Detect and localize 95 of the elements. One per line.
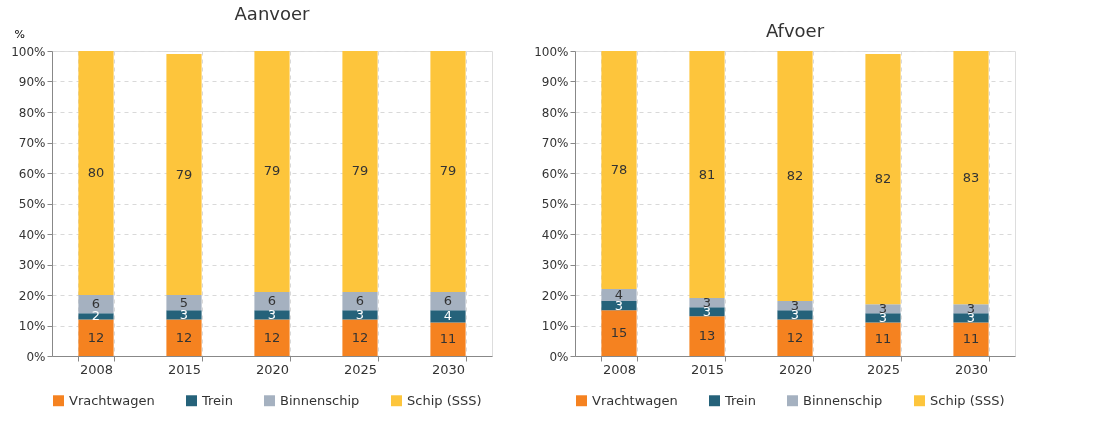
y-tick-label: 20%	[18, 288, 46, 303]
x-tick-label: 2015	[690, 361, 725, 377]
bar	[342, 291, 378, 311]
data-label: 12	[263, 329, 281, 345]
bar	[78, 313, 114, 320]
y-tick-label: 50%	[541, 197, 569, 211]
y-tick-label: 40%	[18, 227, 46, 242]
data-label: 12	[786, 329, 804, 345]
y-tick-label: 0%	[549, 349, 569, 364]
data-label: 6	[267, 293, 277, 309]
y-tick-label: 80%	[541, 105, 569, 120]
x-tick-label: 2025	[866, 361, 901, 377]
data-label: 13	[698, 328, 716, 344]
legend-label: Vrachtwagen	[69, 392, 155, 408]
legend-label: Schip (SSS)	[407, 392, 482, 408]
bar	[254, 291, 290, 311]
data-label: 11	[874, 331, 892, 347]
x-tick-label: 2020	[778, 361, 813, 377]
y-tick-label: 100%	[534, 44, 569, 59]
y-tick-label: 60%	[18, 166, 46, 181]
data-label: 80	[87, 165, 105, 180]
bar	[254, 51, 290, 292]
bar	[166, 54, 202, 295]
x-tick-label: 2008	[602, 361, 637, 377]
bar	[430, 51, 466, 292]
bar	[166, 319, 202, 356]
y-tick-label: 70%	[18, 136, 46, 150]
y-tick-label: 0%	[26, 349, 46, 364]
data-label: 79	[439, 163, 457, 179]
bar	[78, 319, 114, 356]
y-axis-title: %	[14, 27, 25, 41]
bar	[254, 319, 290, 356]
data-label: 11	[962, 331, 980, 347]
data-label: 3	[355, 306, 365, 322]
x-tick-label: 2025	[343, 361, 378, 377]
bar	[953, 51, 989, 305]
y-tick-label: 50%	[18, 197, 46, 211]
chart-title: Afvoer	[765, 20, 825, 41]
bar	[430, 322, 466, 356]
y-tick-label: 90%	[541, 75, 569, 89]
legend-label: Binnenschip	[803, 392, 883, 408]
bar	[342, 51, 378, 292]
data-label: 82	[786, 168, 804, 184]
x-tick-label: 2030	[954, 361, 989, 377]
legend-label: Schip (SSS)	[930, 392, 1005, 408]
bar	[430, 310, 466, 323]
data-label: 11	[439, 331, 457, 347]
data-label: 12	[87, 329, 105, 345]
data-label: 12	[175, 329, 193, 345]
bar	[601, 310, 637, 356]
chart-title: Aanvoer	[234, 3, 311, 24]
x-tick-label: 2030	[431, 361, 466, 377]
legend-label: Trein	[201, 392, 233, 408]
data-label: 4	[443, 308, 453, 324]
x-tick-label: 2015	[167, 361, 202, 377]
bar	[342, 319, 378, 356]
y-tick-label: 30%	[541, 258, 569, 272]
x-tick-label: 2020	[255, 361, 290, 377]
data-label: 79	[351, 163, 369, 179]
bar	[865, 54, 901, 305]
bar	[430, 291, 466, 311]
x-tick-label: 2008	[79, 361, 114, 377]
data-label: 6	[355, 293, 365, 309]
data-label: 15	[610, 325, 628, 341]
legend-label: Vrachtwagen	[592, 392, 678, 408]
legend-label: Trein	[724, 392, 756, 408]
y-tick-label: 70%	[541, 136, 569, 150]
bar	[689, 51, 725, 299]
data-label: 6	[443, 293, 453, 309]
data-label: 3	[267, 306, 277, 322]
y-tick-label: 10%	[18, 319, 46, 333]
bar	[689, 316, 725, 356]
data-label: 83	[962, 169, 980, 185]
y-tick-label: 40%	[541, 227, 569, 242]
data-label: 82	[874, 171, 892, 187]
y-tick-label: 10%	[541, 319, 569, 333]
data-label: 81	[698, 166, 716, 182]
y-tick-label: 100%	[11, 44, 46, 59]
y-tick-label: 60%	[541, 166, 569, 181]
bar	[78, 51, 114, 295]
data-label: 79	[263, 163, 281, 179]
data-label: 78	[610, 161, 628, 177]
data-label: 12	[351, 329, 369, 345]
bar	[953, 322, 989, 356]
legend-label: Binnenschip	[280, 392, 360, 408]
y-tick-label: 20%	[541, 288, 569, 303]
data-label: 79	[175, 166, 193, 182]
bar	[865, 322, 901, 356]
bar	[166, 295, 202, 311]
bar	[777, 319, 813, 356]
bar	[601, 51, 637, 289]
bar	[777, 51, 813, 302]
y-tick-label: 90%	[18, 75, 46, 89]
y-tick-label: 30%	[18, 258, 46, 272]
y-tick-label: 80%	[18, 105, 46, 120]
